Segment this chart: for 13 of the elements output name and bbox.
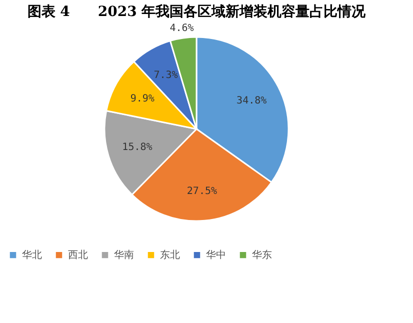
legend-label: 西北: [68, 249, 88, 262]
data-label: 4.6%: [170, 23, 194, 34]
data-label: 15.8%: [122, 142, 152, 154]
data-label: 9.9%: [130, 94, 154, 105]
data-label: 27.5%: [186, 186, 218, 197]
legend-label: 华南: [114, 249, 134, 262]
legend-label: 东北: [160, 249, 180, 262]
legend-label: 华北: [22, 249, 42, 262]
legend-label: 华中: [206, 249, 226, 262]
data-label: 7.3%: [154, 70, 178, 82]
legend-label: 华东: [252, 249, 272, 262]
chart-title: 图表 4 2023 年我国各区域新增装机容量占比情况: [27, 3, 367, 20]
data-label: 34.8%: [236, 96, 267, 107]
